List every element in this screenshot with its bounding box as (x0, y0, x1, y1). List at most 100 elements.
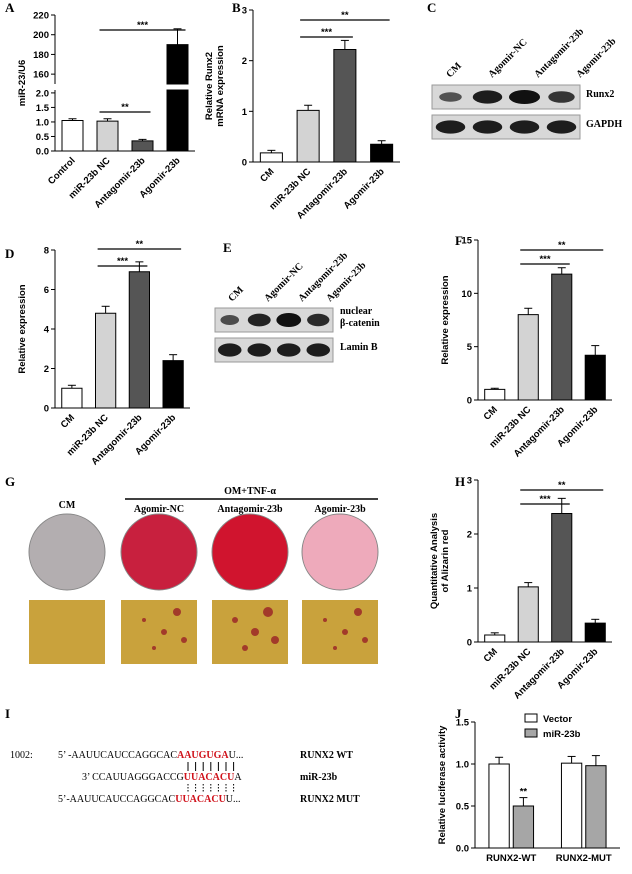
nodule (271, 636, 279, 644)
significance-label: ** (558, 480, 566, 491)
bar (512, 805, 535, 849)
bar (560, 762, 583, 849)
group-label: CM (59, 500, 76, 511)
treatment-label: OM+TNF-α (224, 486, 276, 497)
row-label: β-catenin (340, 318, 380, 329)
y-tick-label: 3 (242, 6, 247, 17)
well (120, 513, 198, 591)
x-tick-label: RUNX2-WT (486, 853, 536, 864)
blot-band (546, 120, 577, 134)
blot-band (548, 91, 575, 103)
blot-band (220, 315, 240, 325)
panel-letter: D (5, 246, 14, 261)
panel-letter: E (223, 240, 232, 255)
bar (370, 143, 394, 163)
sequence: 5’ -AAUUCAUCCAGGCACAAUGUGAU... (58, 750, 243, 761)
bar (333, 49, 357, 163)
bar (96, 120, 119, 152)
blot-band (276, 313, 302, 327)
blot-band (306, 343, 331, 357)
nodule (152, 646, 156, 650)
y-axis-label: miR-23/U6 (17, 60, 28, 106)
y-tick-label: 180 (33, 50, 49, 61)
y-tick-label: 2 (467, 530, 472, 541)
legend-label: Vector (543, 714, 572, 725)
y-axis-label: Quantitative Analysis (429, 513, 440, 609)
nodule (161, 629, 167, 635)
significance-label: *** (117, 256, 128, 267)
bar (585, 765, 607, 849)
y-axis-label: Relative expression (17, 284, 28, 373)
bar (551, 512, 573, 643)
bar (162, 360, 184, 409)
y-tick-label: 0 (44, 404, 49, 415)
bar (517, 314, 539, 401)
nodule (342, 629, 348, 635)
x-tick-label: RUNX2-MUT (556, 853, 612, 864)
group-label: Agomir-23b (314, 504, 366, 515)
panel-letter: B (232, 0, 241, 15)
blot-band (439, 92, 462, 102)
nodule (362, 637, 368, 643)
significance-label: ** (558, 240, 566, 251)
sequence-part: 5’ -AAUUCAUCCAGGCAC (58, 750, 177, 761)
nodule (232, 617, 238, 623)
y-tick-label: 1.5 (36, 103, 50, 114)
significance-label: ** (136, 239, 144, 250)
bar (584, 622, 606, 643)
sequence-part: AAUGUGA (177, 750, 229, 761)
y-tick-label: 2 (242, 56, 247, 67)
blot-band (217, 343, 242, 357)
y-tick-label: 5 (467, 342, 473, 353)
y-tick-label: 0.0 (456, 844, 469, 855)
sequence-part: A (234, 772, 242, 783)
bar (61, 387, 83, 409)
y-axis-label: mRNA expression (215, 45, 226, 127)
significance-label: ** (520, 787, 528, 798)
row-label: Runx2 (586, 89, 614, 100)
y-tick-label: 0.0 (36, 147, 49, 158)
significance-label: ** (121, 102, 129, 113)
bar (131, 140, 154, 152)
y-tick-label: 0 (467, 396, 472, 407)
bar (296, 109, 320, 163)
micrograph (212, 600, 288, 664)
bar (517, 586, 539, 643)
y-tick-label: 1.0 (36, 117, 49, 128)
y-tick-label: 1.5 (456, 718, 470, 729)
y-tick-label: 2 (44, 364, 49, 375)
y-tick-label: 220 (33, 11, 49, 22)
panel-letter: A (5, 0, 15, 15)
y-axis-label: Relative luciferase activity (437, 725, 448, 845)
group-label: Antagomir-23b (217, 504, 283, 515)
y-axis-label: of Alizarin red (440, 529, 451, 592)
panel-letter: I (5, 706, 10, 721)
panel-letter: J (455, 706, 462, 721)
y-tick-label: 0.5 (36, 132, 50, 143)
sequence-label: RUNX2 MUT (300, 794, 360, 805)
y-tick-label: 4 (44, 325, 50, 336)
y-tick-label: 8 (44, 246, 49, 257)
nodule (142, 618, 146, 622)
sequence-part: UUACACU (175, 794, 226, 805)
row-label: Lamin B (340, 342, 378, 353)
y-tick-label: 10 (461, 289, 472, 300)
y-tick-label: 3 (467, 476, 472, 487)
nodule (242, 645, 248, 651)
nodule (323, 618, 327, 622)
y-axis-label: Relative Runx2 (204, 52, 215, 120)
bar (488, 763, 510, 849)
blot-band (509, 120, 540, 134)
sequence-label: RUNX2 WT (300, 750, 353, 761)
row-label: GAPDH (586, 119, 622, 130)
nodule (263, 607, 273, 617)
y-tick-label: 2.0 (36, 88, 49, 99)
well (28, 513, 106, 591)
row-label: nuclear (340, 306, 373, 317)
y-tick-label: 1.0 (456, 760, 469, 771)
nodule (354, 608, 362, 616)
y-tick-label: 0.5 (456, 802, 470, 813)
bar (484, 388, 506, 401)
panel-letter: G (5, 474, 15, 489)
